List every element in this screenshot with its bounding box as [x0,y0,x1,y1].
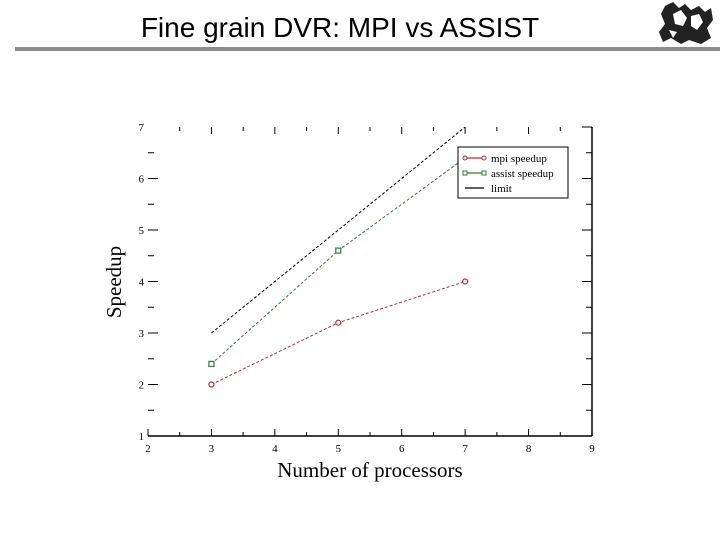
y-tick-label: 6 [139,174,145,186]
title-rule [15,47,720,51]
y-tick-label: 3 [139,328,145,340]
x-tick-label: 3 [209,443,215,455]
y-tick-label: 2 [139,380,145,392]
series-line [211,126,466,334]
engraving-logo-icon [659,2,713,44]
y-tick-label: 5 [139,225,145,237]
chart-series [208,126,469,388]
data-point [208,360,215,367]
x-tick-label: 4 [272,443,278,455]
chart-legend: mpi speedup assist speedup limit [457,146,569,199]
series-line [211,281,466,385]
x-axis-label: Number of processors [277,458,462,482]
data-point [462,278,469,285]
y-tick-label: 4 [139,277,145,289]
x-tick-label: 6 [399,443,405,455]
legend-label: limit [491,183,512,195]
series-line [211,157,466,365]
data-point [335,319,342,326]
data-point [208,381,215,388]
y-tick-label: 1 [139,431,145,443]
x-tick-label: 5 [336,443,342,455]
slide-title: Fine grain DVR: MPI vs ASSIST [140,12,540,43]
y-tick-label: 7 [139,122,145,134]
data-point [335,247,342,254]
x-tick-label: 8 [526,443,532,455]
legend-label: assist speedup [491,168,554,180]
y-axis-label: Speedup [102,246,126,318]
legend-label: mpi speedup [491,153,547,165]
x-tick-label: 9 [589,443,595,455]
x-tick-label: 2 [145,443,151,455]
x-tick-label: 7 [462,443,468,455]
